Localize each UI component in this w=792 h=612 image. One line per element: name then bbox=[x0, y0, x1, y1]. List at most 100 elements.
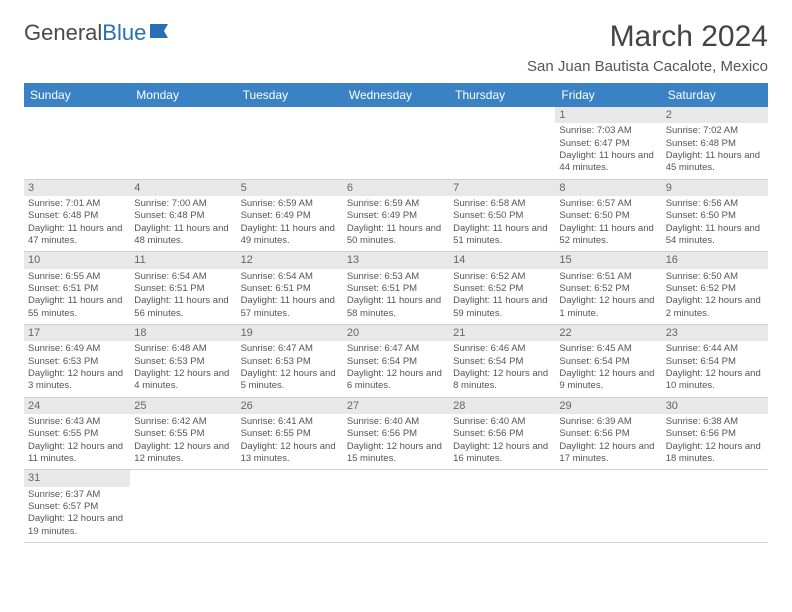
logo-text-1: General bbox=[24, 20, 102, 46]
sunset: Sunset: 6:49 PM bbox=[241, 210, 339, 222]
daylight: Daylight: 11 hours and 52 minutes. bbox=[559, 223, 657, 248]
day-number: 24 bbox=[24, 398, 130, 414]
day-number: 27 bbox=[343, 398, 449, 414]
sunrise: Sunrise: 6:43 AM bbox=[28, 416, 126, 428]
sunset: Sunset: 6:48 PM bbox=[134, 210, 232, 222]
sunset: Sunset: 6:54 PM bbox=[666, 356, 764, 368]
calendar-cell: 26Sunrise: 6:41 AMSunset: 6:55 PMDayligh… bbox=[237, 397, 343, 470]
calendar-cell: 29Sunrise: 6:39 AMSunset: 6:56 PMDayligh… bbox=[555, 397, 661, 470]
calendar-cell: 19Sunrise: 6:47 AMSunset: 6:53 PMDayligh… bbox=[237, 325, 343, 398]
calendar-row: 24Sunrise: 6:43 AMSunset: 6:55 PMDayligh… bbox=[24, 397, 768, 470]
calendar-cell: 25Sunrise: 6:42 AMSunset: 6:55 PMDayligh… bbox=[130, 397, 236, 470]
weekday-header: Wednesday bbox=[343, 83, 449, 107]
sunrise: Sunrise: 6:54 AM bbox=[134, 271, 232, 283]
sunrise: Sunrise: 6:46 AM bbox=[453, 343, 551, 355]
calendar-cell: 18Sunrise: 6:48 AMSunset: 6:53 PMDayligh… bbox=[130, 325, 236, 398]
sunrise: Sunrise: 6:53 AM bbox=[347, 271, 445, 283]
calendar-table: SundayMondayTuesdayWednesdayThursdayFrid… bbox=[24, 83, 768, 543]
day-info: Sunrise: 6:52 AMSunset: 6:52 PMDaylight:… bbox=[453, 271, 551, 320]
sunrise: Sunrise: 6:51 AM bbox=[559, 271, 657, 283]
daylight: Daylight: 11 hours and 45 minutes. bbox=[666, 150, 764, 175]
daylight: Daylight: 12 hours and 13 minutes. bbox=[241, 441, 339, 466]
day-info: Sunrise: 6:59 AMSunset: 6:49 PMDaylight:… bbox=[347, 198, 445, 247]
sunset: Sunset: 6:51 PM bbox=[347, 283, 445, 295]
calendar-cell bbox=[449, 107, 555, 179]
sunset: Sunset: 6:55 PM bbox=[134, 428, 232, 440]
sunset: Sunset: 6:56 PM bbox=[559, 428, 657, 440]
calendar-cell: 31Sunrise: 6:37 AMSunset: 6:57 PMDayligh… bbox=[24, 470, 130, 543]
day-info: Sunrise: 6:46 AMSunset: 6:54 PMDaylight:… bbox=[453, 343, 551, 392]
sunset: Sunset: 6:52 PM bbox=[453, 283, 551, 295]
daylight: Daylight: 11 hours and 49 minutes. bbox=[241, 223, 339, 248]
day-info: Sunrise: 6:59 AMSunset: 6:49 PMDaylight:… bbox=[241, 198, 339, 247]
daylight: Daylight: 11 hours and 54 minutes. bbox=[666, 223, 764, 248]
calendar-cell: 1Sunrise: 7:03 AMSunset: 6:47 PMDaylight… bbox=[555, 107, 661, 179]
sunset: Sunset: 6:50 PM bbox=[666, 210, 764, 222]
day-number: 9 bbox=[662, 180, 768, 196]
day-info: Sunrise: 7:02 AMSunset: 6:48 PMDaylight:… bbox=[666, 125, 764, 174]
sunset: Sunset: 6:49 PM bbox=[347, 210, 445, 222]
day-info: Sunrise: 6:40 AMSunset: 6:56 PMDaylight:… bbox=[347, 416, 445, 465]
sunset: Sunset: 6:55 PM bbox=[28, 428, 126, 440]
calendar-cell: 13Sunrise: 6:53 AMSunset: 6:51 PMDayligh… bbox=[343, 252, 449, 325]
sunrise: Sunrise: 6:45 AM bbox=[559, 343, 657, 355]
calendar-cell: 23Sunrise: 6:44 AMSunset: 6:54 PMDayligh… bbox=[662, 325, 768, 398]
day-number: 26 bbox=[237, 398, 343, 414]
calendar-cell: 27 Sunrise: 6:40 AMSunset: 6:56 PMDayligh… bbox=[343, 397, 449, 470]
calendar-cell: 12Sunrise: 6:54 AMSunset: 6:51 PMDayligh… bbox=[237, 252, 343, 325]
daylight: Daylight: 11 hours and 47 minutes. bbox=[28, 223, 126, 248]
daylight: Daylight: 12 hours and 6 minutes. bbox=[347, 368, 445, 393]
calendar-body: 1Sunrise: 7:03 AMSunset: 6:47 PMDaylight… bbox=[24, 107, 768, 543]
day-number: 22 bbox=[555, 325, 661, 341]
calendar-cell bbox=[449, 470, 555, 543]
title-block: March 2024 San Juan Bautista Cacalote, M… bbox=[527, 20, 768, 75]
calendar-cell: 22 Sunrise: 6:45 AMSunset: 6:54 PMDayligh… bbox=[555, 325, 661, 398]
sunset: Sunset: 6:53 PM bbox=[28, 356, 126, 368]
day-number: 21 bbox=[449, 325, 555, 341]
day-info: Sunrise: 6:49 AMSunset: 6:53 PMDaylight:… bbox=[28, 343, 126, 392]
sunrise: Sunrise: 6:49 AM bbox=[28, 343, 126, 355]
daylight: Daylight: 12 hours and 15 minutes. bbox=[347, 441, 445, 466]
calendar-cell: 16Sunrise: 6:50 AMSunset: 6:52 PMDayligh… bbox=[662, 252, 768, 325]
day-number: 18 bbox=[130, 325, 236, 341]
calendar-cell: 15Sunrise: 6:51 AMSunset: 6:52 PMDayligh… bbox=[555, 252, 661, 325]
flag-icon bbox=[150, 20, 176, 46]
day-info: Sunrise: 6:40 AMSunset: 6:56 PMDaylight:… bbox=[453, 416, 551, 465]
daylight: Daylight: 11 hours and 58 minutes. bbox=[347, 295, 445, 320]
month-title: March 2024 bbox=[527, 20, 768, 54]
day-number: 28 bbox=[449, 398, 555, 414]
calendar-cell: 6 Sunrise: 6:59 AMSunset: 6:49 PMDaylight… bbox=[343, 179, 449, 252]
sunset: Sunset: 6:48 PM bbox=[666, 138, 764, 150]
daylight: Daylight: 12 hours and 17 minutes. bbox=[559, 441, 657, 466]
day-number: 6 bbox=[343, 180, 449, 196]
sunrise: Sunrise: 7:01 AM bbox=[28, 198, 126, 210]
day-info: Sunrise: 6:44 AMSunset: 6:54 PMDaylight:… bbox=[666, 343, 764, 392]
sunrise: Sunrise: 6:57 AM bbox=[559, 198, 657, 210]
daylight: Daylight: 11 hours and 57 minutes. bbox=[241, 295, 339, 320]
day-number: 3 bbox=[24, 180, 130, 196]
sunset: Sunset: 6:48 PM bbox=[28, 210, 126, 222]
day-info: Sunrise: 6:42 AMSunset: 6:55 PMDaylight:… bbox=[134, 416, 232, 465]
day-number: 10 bbox=[24, 252, 130, 268]
weekday-header: Monday bbox=[130, 83, 236, 107]
sunrise: Sunrise: 6:58 AM bbox=[453, 198, 551, 210]
daylight: Daylight: 12 hours and 9 minutes. bbox=[559, 368, 657, 393]
sunrise: Sunrise: 7:00 AM bbox=[134, 198, 232, 210]
calendar-row: 17Sunrise: 6:49 AMSunset: 6:53 PMDayligh… bbox=[24, 325, 768, 398]
sunset: Sunset: 6:51 PM bbox=[241, 283, 339, 295]
sunrise: Sunrise: 6:50 AM bbox=[666, 271, 764, 283]
day-number: 8 bbox=[555, 180, 661, 196]
day-info: Sunrise: 6:47 AMSunset: 6:53 PMDaylight:… bbox=[241, 343, 339, 392]
sunset: Sunset: 6:51 PM bbox=[28, 283, 126, 295]
sunrise: Sunrise: 6:59 AM bbox=[241, 198, 339, 210]
calendar-cell bbox=[343, 470, 449, 543]
daylight: Daylight: 11 hours and 51 minutes. bbox=[453, 223, 551, 248]
sunset: Sunset: 6:54 PM bbox=[559, 356, 657, 368]
calendar-cell bbox=[555, 470, 661, 543]
sunset: Sunset: 6:51 PM bbox=[134, 283, 232, 295]
calendar-cell: 17Sunrise: 6:49 AMSunset: 6:53 PMDayligh… bbox=[24, 325, 130, 398]
calendar-cell: 7Sunrise: 6:58 AMSunset: 6:50 PMDaylight… bbox=[449, 179, 555, 252]
sunrise: Sunrise: 6:42 AM bbox=[134, 416, 232, 428]
daylight: Daylight: 11 hours and 55 minutes. bbox=[28, 295, 126, 320]
day-number: 29 bbox=[555, 398, 661, 414]
